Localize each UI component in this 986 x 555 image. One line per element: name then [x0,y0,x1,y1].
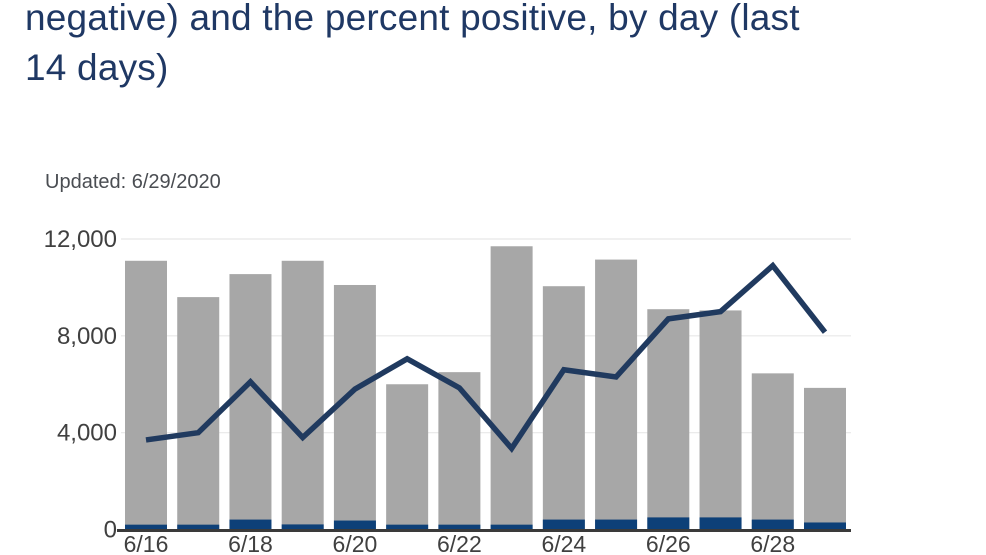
y-axis-tick-label: 8,000 [57,323,117,350]
percent-positive-line[interactable] [145,261,828,453]
bar-positive-6/23[interactable] [490,524,533,530]
bar-total-6/28[interactable] [751,373,794,530]
bar-positive-6/21[interactable] [386,524,429,530]
bar-total-6/16[interactable] [125,260,167,530]
y-axis-tick-label: 4,000 [57,420,117,447]
bar-positive-6/16[interactable] [125,524,167,530]
bar-positive-6/19[interactable] [281,524,324,530]
bar-positive-6/28[interactable] [751,519,794,530]
x-axis-tick-label: 6/20 [333,531,378,555]
bar-total-6/20[interactable] [333,284,376,530]
bar-positive-6/17[interactable] [177,524,220,530]
bar-positive-6/29[interactable] [804,522,846,530]
bar-positive-6/27[interactable] [699,517,742,530]
updated-timestamp: Updated: 6/29/2020 [45,171,221,193]
bar-total-6/18[interactable] [229,274,272,530]
x-axis-tick-label: 6/28 [750,531,795,555]
chart-title-line1: negative) and the percent positive, by d… [25,0,800,38]
y-axis-tick-label: 0 [104,517,117,544]
bar-positive-6/25[interactable] [595,519,638,530]
bar-total-6/23[interactable] [490,246,533,530]
x-axis-tick-label: 6/18 [228,531,273,555]
bar-total-6/27[interactable] [699,310,742,530]
bar-total-6/25[interactable] [595,259,638,530]
bar-total-6/17[interactable] [177,297,220,530]
chart-title: negative) and the percent positive, by d… [25,0,985,93]
x-axis-tick-label: 6/26 [646,531,691,555]
bar-total-6/24[interactable] [542,286,585,530]
chart-title-line2: 14 days) [25,47,169,88]
bar-positive-6/20[interactable] [333,520,376,530]
x-axis-tick-label: 6/16 [124,531,169,555]
bar-total-6/29[interactable] [804,387,846,530]
bar-positive-6/24[interactable] [542,519,585,530]
x-axis-tick-label: 6/24 [541,531,586,555]
y-axis-tick-label: 12,000 [44,226,117,253]
tests-by-day-chart-canvas: 0 4,000 8,000 12,000 6/16 6/18 6/20 6/22 6/24 6/2… [44,226,851,555]
bar-total-6/19[interactable] [281,260,324,530]
bar-total-6/22[interactable] [438,372,481,530]
bar-positive-6/26[interactable] [647,517,690,530]
bar-total-6/26[interactable] [647,309,690,530]
tests-by-day-chart: 0 4,000 8,000 12,000 6/16 6/18 6/20 6/22 6/24 6/2… [0,225,986,555]
x-axis-tick-label: 6/22 [437,531,482,555]
bar-total-6/21[interactable] [386,384,429,530]
bar-positive-6/22[interactable] [438,524,481,530]
bar-positive-6/18[interactable] [229,519,272,530]
